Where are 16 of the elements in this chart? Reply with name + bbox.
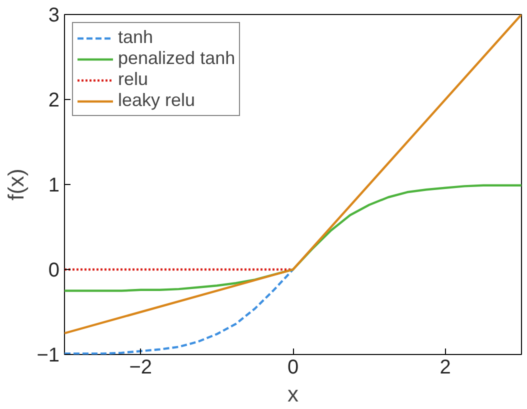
x-axis-title: x [288, 382, 298, 406]
x-tick-label: 0 [287, 356, 299, 378]
x-tick-label: −2 [129, 356, 152, 378]
legend-label: leaky relu [118, 90, 196, 111]
y-tick-label: 3 [48, 4, 60, 26]
y-tick-label: 2 [48, 90, 60, 112]
x-tick-label: 2 [440, 356, 451, 378]
line-series [64, 184, 522, 292]
y-tick-label: 1 [48, 174, 60, 196]
legend-label: penalized tanh [118, 48, 236, 69]
line-series [64, 268, 294, 354]
legend-label: tanh [118, 27, 154, 48]
legend-label: relu [118, 69, 148, 90]
y-axis-title: f(x) [4, 168, 29, 200]
y-tick-label: −1 [36, 344, 60, 366]
y-tick-label: 0 [48, 260, 60, 282]
